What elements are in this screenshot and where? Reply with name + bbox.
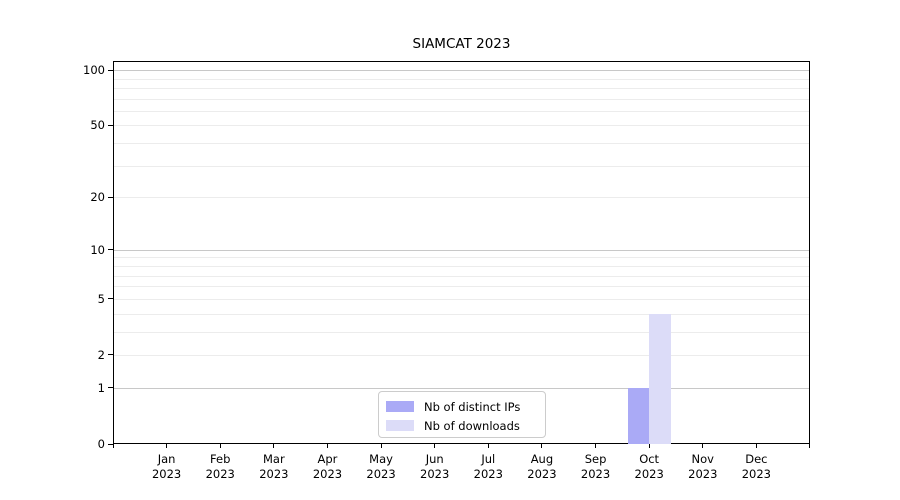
gridline-y-3 xyxy=(114,331,809,333)
x-tick-year: 2023 xyxy=(473,466,503,481)
y-tick-label-10: 10 xyxy=(90,242,105,257)
gridline-y-1 xyxy=(114,387,809,389)
x-tick-jun xyxy=(434,444,436,448)
x-tick-label-dec: Dec 2023 xyxy=(729,452,783,481)
y-tick-label-50: 50 xyxy=(90,118,105,133)
x-tick-aug xyxy=(541,444,543,448)
legend-swatch-nb-of-downloads xyxy=(386,420,414,431)
legend-row: Nb of downloads xyxy=(386,416,538,435)
x-tick-right-edge xyxy=(809,444,810,448)
legend: Nb of distinct IPs Nb of downloads xyxy=(378,391,546,438)
x-tick-year: 2023 xyxy=(580,466,611,481)
x-tick-label-mar: Mar 2023 xyxy=(247,452,301,481)
x-tick-label-may: May 2023 xyxy=(354,452,408,481)
gridline-y-60 xyxy=(114,110,809,112)
x-tick-year: 2023 xyxy=(420,466,450,481)
gridline-y-20 xyxy=(114,197,809,199)
x-tick-label-oct: Oct 2023 xyxy=(622,452,676,481)
x-tick-jan xyxy=(166,444,168,448)
x-tick-feb xyxy=(219,444,221,448)
x-tick-month: Sep xyxy=(584,452,607,466)
y-tick-50 xyxy=(108,124,113,126)
x-tick-month: Jan xyxy=(157,452,176,466)
x-tick-label-jun: Jun 2023 xyxy=(408,452,462,481)
x-tick-label-nov: Nov 2023 xyxy=(676,452,730,481)
y-tick-label-2: 2 xyxy=(97,347,105,362)
y-tick-2 xyxy=(108,354,113,356)
gridline-y-50 xyxy=(114,125,809,127)
x-tick-year: 2023 xyxy=(527,466,557,481)
x-tick-sep xyxy=(595,444,597,448)
gridline-y-100 xyxy=(114,70,809,72)
gridline-y-30 xyxy=(114,165,809,167)
x-tick-mar xyxy=(273,444,275,448)
y-tick-label-20: 20 xyxy=(90,190,105,205)
gridline-y-5 xyxy=(114,298,809,300)
gridline-y-80 xyxy=(114,87,809,89)
x-tick-year: 2023 xyxy=(205,466,235,481)
y-tick-1 xyxy=(108,387,113,389)
y-tick-10 xyxy=(108,249,113,251)
x-tick-apr xyxy=(326,444,328,448)
gridline-y-4 xyxy=(114,313,809,315)
x-tick-month: Aug xyxy=(530,452,554,466)
x-tick-label-feb: Feb 2023 xyxy=(193,452,247,481)
x-tick-nov xyxy=(702,444,704,448)
bar-nb-of-distinct-ips-oct-2023 xyxy=(627,387,650,444)
x-tick-year: 2023 xyxy=(741,466,772,481)
x-tick-month: Nov xyxy=(691,452,714,466)
x-tick-left-edge xyxy=(113,444,114,448)
x-tick-month: Jul xyxy=(481,452,496,466)
x-tick-year: 2023 xyxy=(634,466,664,481)
x-tick-may xyxy=(380,444,382,448)
legend-swatch-nb-of-distinct-ips xyxy=(386,401,414,412)
y-tick-100 xyxy=(108,69,113,71)
gridline-y-2 xyxy=(114,354,809,356)
y-tick-label-5: 5 xyxy=(97,291,105,306)
legend-label: Nb of downloads xyxy=(424,418,520,433)
bar-nb-of-downloads-oct-2023 xyxy=(649,313,671,444)
x-tick-month: Oct xyxy=(639,452,660,466)
y-tick-label-100: 100 xyxy=(83,63,105,78)
x-tick-label-sep: Sep 2023 xyxy=(569,452,623,481)
y-tick-5 xyxy=(108,298,113,300)
y-tick-20 xyxy=(108,196,113,198)
x-tick-label-aug: Aug 2023 xyxy=(515,452,569,481)
x-tick-label-apr: Apr 2023 xyxy=(300,452,354,481)
x-tick-label-jul: Jul 2023 xyxy=(461,452,515,481)
gridline-y-6 xyxy=(114,286,809,288)
x-tick-year: 2023 xyxy=(151,466,182,481)
gridline-y-8 xyxy=(114,265,809,267)
x-tick-year: 2023 xyxy=(688,466,718,481)
x-tick-year: 2023 xyxy=(366,466,396,481)
x-tick-year: 2023 xyxy=(259,466,289,481)
legend-row: Nb of distinct IPs xyxy=(386,397,538,416)
x-tick-month: Jun xyxy=(425,452,444,466)
y-tick-0 xyxy=(108,443,113,445)
x-tick-label-jan: Jan 2023 xyxy=(140,452,194,481)
plot-area xyxy=(113,61,810,444)
y-tick-label-0: 0 xyxy=(97,437,105,451)
x-tick-dec xyxy=(755,444,757,448)
x-tick-month: Apr xyxy=(317,452,338,466)
x-tick-month: Mar xyxy=(262,452,285,466)
x-tick-month: May xyxy=(369,452,393,466)
x-tick-month: Dec xyxy=(745,452,768,466)
gridline-y-40 xyxy=(114,143,809,145)
gridline-y-90 xyxy=(114,78,809,80)
y-tick-label-1: 1 xyxy=(97,380,105,395)
x-tick-year: 2023 xyxy=(312,466,343,481)
x-tick-oct xyxy=(648,444,650,448)
gridline-y-10 xyxy=(114,249,809,251)
chart-title: SIAMCAT 2023 xyxy=(412,36,511,52)
x-tick-jul xyxy=(487,444,489,448)
x-tick-month: Feb xyxy=(210,452,231,466)
gridline-y-7 xyxy=(114,275,809,277)
gridline-y-9 xyxy=(114,257,809,259)
legend-label: Nb of distinct IPs xyxy=(424,399,521,414)
gridline-y-70 xyxy=(114,98,809,100)
